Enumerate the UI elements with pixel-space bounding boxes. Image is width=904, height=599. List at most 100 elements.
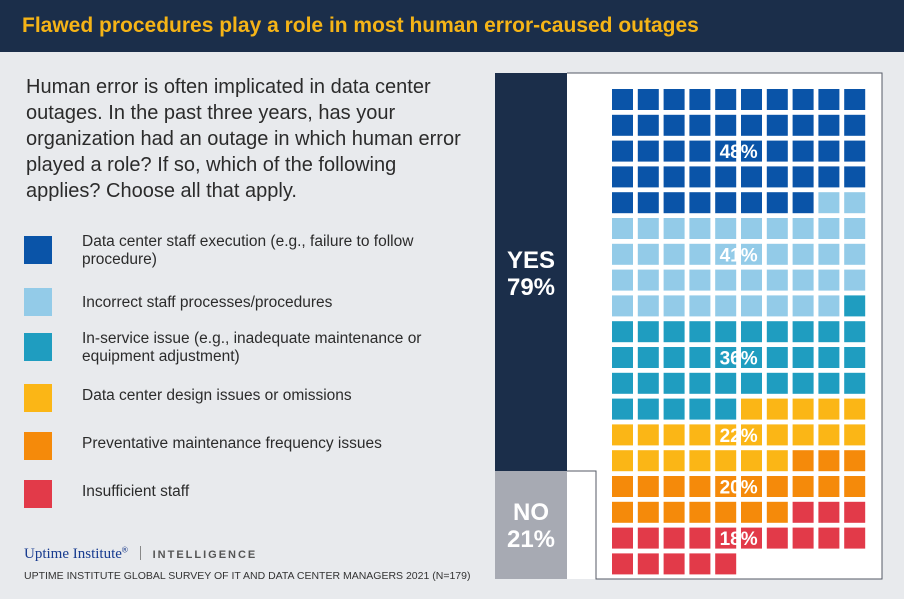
waffle-cell [818,321,840,343]
waffle-cell [612,295,633,317]
waffle-cell [612,243,633,265]
waffle-cell [612,476,633,497]
waffle-cell [663,372,685,394]
logo-division: INTELLIGENCE [152,549,258,561]
waffle-cell [637,372,659,394]
waffle-cell [612,450,633,472]
legend-item-design-issues: Data center design issues or omissions [24,380,444,420]
waffle-cell [663,243,685,265]
logo-separator [139,546,141,560]
waffle-cell [689,347,711,368]
waffle-cell [612,321,633,343]
waffle-cell [663,295,685,317]
waffle-cell [715,192,737,214]
waffle-cell [844,243,866,265]
waffle-cell [792,295,814,317]
waffle-cell [741,424,762,446]
waffle-cell [792,321,814,343]
waffle-cell [715,295,737,317]
header-banner: Flawed procedures play a role in most hu… [0,0,904,52]
legend-swatch [24,333,52,361]
waffle-cell [741,192,762,214]
no-bar: NO 21% [495,471,567,579]
waffle-cell [818,218,840,239]
waffle-cell [766,347,788,368]
waffle-cell [792,269,814,291]
waffle-cell [766,166,788,188]
legend-item-staff-execution: Data center staff execution (e.g., failu… [24,232,444,272]
legend-swatch [24,288,52,316]
waffle-cell [844,166,866,188]
waffle-cell [637,553,659,575]
waffle-cell [818,476,840,497]
waffle-cell [741,114,762,136]
waffle-cell [792,347,814,368]
waffle-cell [818,450,840,472]
waffle-cell [663,269,685,291]
waffle-cell [792,501,814,523]
waffle-cell [741,218,762,239]
waffle-cell [741,269,762,291]
waffle-cell [715,347,737,368]
waffle-cell [715,398,737,420]
waffle-cell [612,501,633,523]
waffle-cell [766,450,788,472]
waffle-cell [818,166,840,188]
waffle-cell [844,501,866,523]
legend-label: Preventative maintenance frequency issue… [82,435,382,452]
waffle-cell [637,450,659,472]
waffle-cell [818,424,840,446]
waffle-cell [818,140,840,162]
waffle-cell [715,527,737,549]
waffle-cell [741,527,762,549]
waffle-cell [844,295,866,317]
waffle-cell [663,424,685,446]
legend-swatch [24,384,52,412]
waffle-cell [612,140,633,162]
waffle-value-label: 20% [720,478,758,499]
waffle-cell [612,527,633,549]
legend-swatch [24,236,52,264]
waffle-cell [637,140,659,162]
waffle-cell [689,114,711,136]
waffle-cell [792,398,814,420]
waffle-cell [689,89,711,110]
waffle-cell [612,269,633,291]
page-title: Flawed procedures play a role in most hu… [22,14,699,37]
waffle-cell [637,321,659,343]
waffle-cell [612,218,633,239]
waffle-cell [818,501,840,523]
waffle-cell [741,140,762,162]
waffle-cell [741,476,762,497]
waffle-cell [766,192,788,214]
waffle-cell [715,269,737,291]
waffle-cell [663,321,685,343]
waffle-cell [818,192,840,214]
legend-item-insufficient-staff: Insufficient staff [24,476,444,516]
waffle-cell [792,114,814,136]
waffle-cell [612,424,633,446]
waffle-cell [844,476,866,497]
waffle-cell [715,89,737,110]
waffle-cell [637,527,659,549]
waffle-cell [663,527,685,549]
logo-brand: Uptime Institute [24,546,122,562]
waffle-cell [637,166,659,188]
waffle-cell [715,243,737,265]
waffle-cell [844,321,866,343]
waffle-cell [689,501,711,523]
waffle-cell [818,347,840,368]
waffle-cell [741,398,762,420]
legend-label: Incorrect staff processes/procedures [82,294,333,311]
waffle-cell [689,269,711,291]
waffle-cell [844,347,866,368]
waffle-value-label: 41% [720,245,758,266]
waffle-cell [663,192,685,214]
waffle-cell [844,89,866,110]
waffle-cell [766,424,788,446]
waffle-cell [689,140,711,162]
waffle-cell [818,243,840,265]
waffle-cell [663,140,685,162]
waffle-cell [766,527,788,549]
